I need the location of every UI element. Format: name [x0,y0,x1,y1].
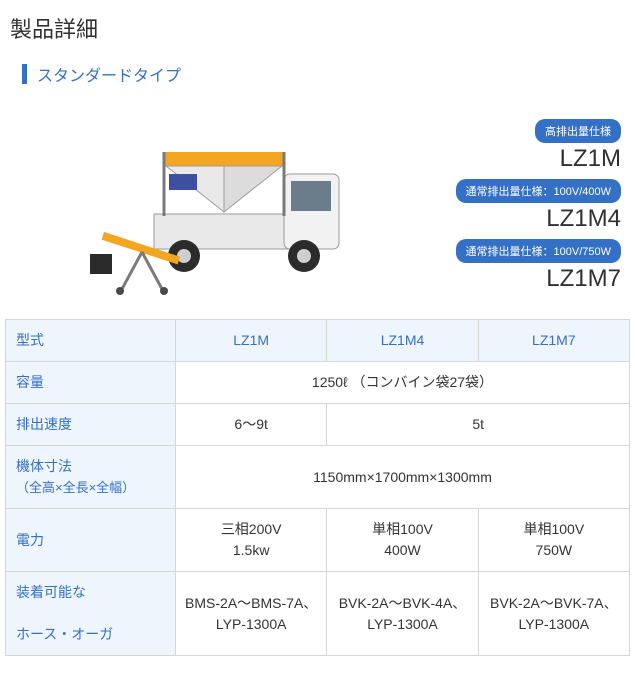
cell-discharge-1: 6～9t [176,404,327,446]
cell-capacity: 1250ℓ （コンバイン袋27袋） [176,362,630,404]
hose-1-l1: BMS-2A～BMS-7A、 [185,595,317,611]
hose-1-l2: LYP-1300A [216,616,287,632]
cell-discharge-23: 5t [327,404,630,446]
hose-2-l2: LYP-1300A [367,616,438,632]
section-title: スタンダードタイプ [37,62,181,86]
table-row: 装着可能な ホース・オーガ BMS-2A～BMS-7A、 LYP-1300A B… [6,572,630,656]
dim-label-l1: 機体寸法 [16,458,72,474]
row-label-dimensions: 機体寸法 （全高×全長×全幅） [6,446,176,509]
power-1-l2: 1.5kw [233,542,270,558]
dim-label-l2: （全高×全長×全幅） [16,480,135,495]
table-header-row: 型式 LZ1M LZ1M4 LZ1M7 [6,320,630,362]
table-row: 機体寸法 （全高×全長×全幅） 1150mm×1700mm×1300mm [6,446,630,509]
col-header: LZ1M4 [327,320,478,362]
model-code: LZ1M4 [546,205,621,233]
power-3-l1: 単相100V [523,521,584,537]
power-2-l1: 単相100V [372,521,433,537]
cell-hose-1: BMS-2A～BMS-7A、 LYP-1300A [176,572,327,656]
row-label-power: 電力 [6,509,176,572]
model-code: LZ1M7 [546,265,621,293]
hose-label-l1: 装着可能な [16,584,86,600]
model-list: 高排出量仕様 LZ1M 通常排出量仕様：100V/400W LZ1M4 通常排出… [398,119,625,299]
table-row: 電力 三相200V 1.5kw 単相100V 400W 単相100V 750W [6,509,630,572]
spec-table: 型式 LZ1M LZ1M4 LZ1M7 容量 1250ℓ （コンバイン袋27袋）… [5,319,630,656]
power-1-l1: 三相200V [221,521,282,537]
cell-dimensions: 1150mm×1700mm×1300mm [176,446,630,509]
table-row: 容量 1250ℓ （コンバイン袋27袋） [6,362,630,404]
power-2-l2: 400W [384,542,421,558]
cell-power-2: 単相100V 400W [327,509,478,572]
header-label: 型式 [6,320,176,362]
row-label-discharge: 排出速度 [6,404,176,446]
row-label-hose: 装着可能な ホース・オーガ [6,572,176,656]
col-header: LZ1M7 [478,320,629,362]
model-badge: 通常排出量仕様：100V/750W [456,239,621,263]
hose-3-l1: BVK-2A～BVK-7A、 [490,595,618,611]
section-heading: スタンダードタイプ [22,62,631,86]
page-title: 製品詳細 [10,12,631,44]
hose-3-l2: LYP-1300A [519,616,590,632]
power-3-l2: 750W [536,542,573,558]
product-image [84,104,364,299]
cell-power-1: 三相200V 1.5kw [176,509,327,572]
cell-hose-2: BVK-2A～BVK-4A、 LYP-1300A [327,572,478,656]
cell-power-3: 単相100V 750W [478,509,629,572]
model-badge: 通常排出量仕様：100V/400W [456,179,621,203]
cell-hose-3: BVK-2A～BVK-7A、 LYP-1300A [478,572,629,656]
row-label-capacity: 容量 [6,362,176,404]
table-row: 排出速度 6～9t 5t [6,404,630,446]
hose-2-l1: BVK-2A～BVK-4A、 [339,595,467,611]
model-code: LZ1M [560,145,621,173]
hose-label-l2: ホース・オーガ [16,626,113,642]
model-badge: 高排出量仕様 [535,119,621,143]
section-bar-icon [22,64,27,84]
col-header: LZ1M [176,320,327,362]
